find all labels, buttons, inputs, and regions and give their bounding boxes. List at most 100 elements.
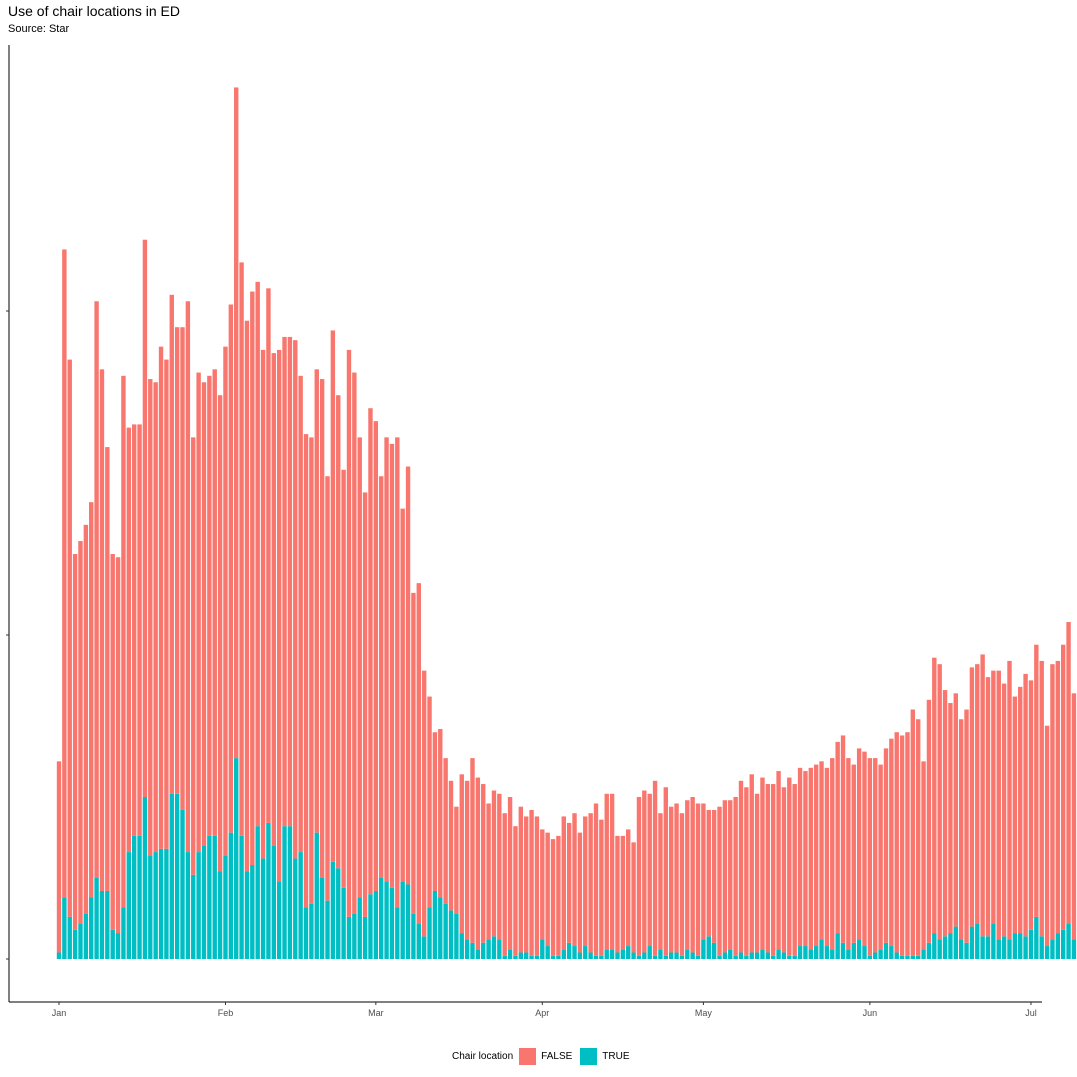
bar-true: [153, 852, 158, 959]
bar-true: [985, 936, 991, 959]
y-axis-ticks: [6, 310, 9, 960]
bar-true: [319, 878, 325, 959]
bar-false: [255, 281, 260, 827]
bar-true: [1007, 939, 1012, 959]
bar-true: [873, 952, 878, 959]
bar-true: [497, 939, 502, 959]
bar-false: [878, 764, 883, 950]
bar-false: [362, 492, 368, 917]
bar-true: [1060, 929, 1066, 959]
bar-true: [1034, 916, 1039, 959]
bar-false: [523, 816, 529, 953]
bar-true: [701, 939, 706, 959]
bar-true: [647, 946, 652, 959]
bar-true: [599, 955, 604, 959]
bar-true: [1028, 929, 1034, 959]
bar-false: [663, 787, 669, 956]
bar-false: [421, 670, 427, 937]
bar-true: [685, 949, 690, 959]
bar-false: [980, 654, 985, 937]
bar-true: [266, 822, 271, 959]
bar-true: [513, 955, 518, 959]
bar-false: [835, 741, 840, 934]
bar-false: [293, 340, 298, 859]
bar-true: [212, 835, 217, 959]
legend-key-false: [519, 1048, 537, 1065]
bar-true: [303, 907, 309, 959]
bar-false: [728, 800, 733, 950]
bar-true: [137, 835, 142, 959]
x-tick-label: Feb: [218, 1008, 234, 1018]
bar-true: [486, 939, 491, 959]
bar-true: [916, 955, 921, 959]
bar-true: [276, 881, 282, 959]
bar-true: [556, 955, 561, 959]
bar-true: [545, 946, 550, 959]
bar-true: [958, 939, 964, 959]
bar-true: [1018, 933, 1023, 959]
bar-false: [217, 395, 223, 872]
bar-false: [599, 819, 604, 956]
bar-true: [164, 848, 169, 959]
bar-false: [1044, 725, 1050, 947]
bar-true: [427, 907, 432, 959]
bar-true: [749, 952, 754, 959]
bar-true: [566, 942, 572, 959]
bar-true: [105, 890, 110, 959]
bar-true: [169, 793, 174, 959]
bar-false: [556, 835, 561, 956]
bar-true: [561, 949, 566, 959]
bar-false: [674, 803, 679, 953]
bar-false: [416, 583, 421, 924]
bar-true: [395, 907, 400, 959]
bar-false: [470, 758, 475, 943]
bar-false: [851, 764, 856, 943]
bar-false: [83, 524, 89, 914]
bar-false: [250, 291, 255, 866]
bar-false: [185, 301, 191, 853]
bar-true: [223, 855, 228, 959]
bar-true: [964, 942, 969, 959]
bar-true: [905, 955, 910, 959]
bar-false: [797, 767, 803, 947]
bar-true: [1071, 939, 1077, 959]
bar-false: [432, 732, 438, 891]
bar-false: [99, 369, 105, 891]
bar-true: [459, 933, 464, 959]
bar-true: [991, 923, 996, 959]
bar-false: [813, 764, 819, 947]
bar-true: [1012, 933, 1018, 959]
bar-true: [352, 913, 357, 959]
bar-false: [67, 359, 72, 917]
bar-true: [835, 933, 840, 959]
bar-true: [1066, 923, 1071, 959]
bar-false: [228, 304, 234, 833]
x-tick-label: Jul: [1025, 1008, 1037, 1018]
bar-false: [905, 732, 910, 956]
bar-true: [131, 835, 137, 959]
bar-true: [62, 897, 67, 959]
bar-true: [706, 936, 711, 959]
bar-true: [1050, 939, 1055, 959]
bar-false: [534, 816, 540, 956]
bar-false: [894, 732, 899, 953]
bar-false: [266, 288, 271, 823]
bar-false: [56, 761, 62, 953]
bar-false: [803, 771, 808, 947]
bar-true: [330, 861, 336, 959]
x-tick-label: Apr: [535, 1008, 549, 1018]
bar-false: [572, 813, 577, 947]
bar-false: [545, 832, 550, 947]
bar-true: [282, 826, 287, 959]
bar-true: [717, 955, 722, 959]
bar-true: [765, 952, 771, 959]
bar-false: [948, 703, 953, 934]
bar-false: [824, 767, 830, 947]
bar-true: [148, 855, 153, 959]
bar-false: [899, 735, 905, 956]
bar-false: [588, 813, 593, 953]
bar-false: [400, 508, 405, 882]
bar-true: [620, 949, 626, 959]
bar-true: [126, 852, 132, 959]
bar-false: [620, 835, 626, 950]
